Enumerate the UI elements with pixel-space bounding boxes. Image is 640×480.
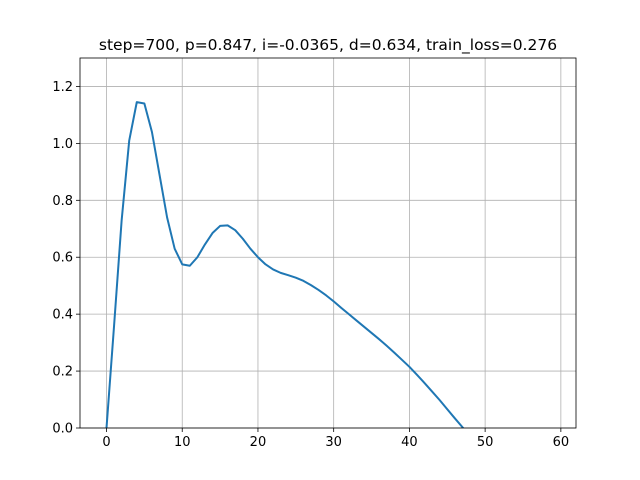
y-tick-label: 1.0 <box>52 137 73 152</box>
y-tick-label: 0.2 <box>52 365 73 380</box>
x-tick-label: 50 <box>477 435 494 450</box>
y-tick-label: 0.8 <box>52 194 73 209</box>
plot-area <box>80 58 576 428</box>
series-layer <box>105 101 465 428</box>
x-tick-label: 40 <box>401 435 418 450</box>
axes-frame <box>79 57 577 429</box>
y-tick-label: 0.6 <box>52 251 73 266</box>
y-tick-label: 0.4 <box>52 308 73 323</box>
chart-title: step=700, p=0.847, i=-0.0365, d=0.634, t… <box>99 36 557 55</box>
x-tick-label: 0 <box>102 435 110 450</box>
x-tick-label: 20 <box>250 435 267 450</box>
y-tick-label: 0.0 <box>52 422 73 437</box>
x-tick-label: 10 <box>174 435 191 450</box>
y-tick-label: 1.2 <box>52 80 73 95</box>
x-tick-label: 30 <box>325 435 342 450</box>
ticks: 0 10 20 30 40 50 60 0.0 0.2 0.4 0.6 0.8 1.0 1.2 <box>52 80 569 450</box>
series-line <box>105 101 465 428</box>
x-tick-label: 60 <box>553 435 570 450</box>
